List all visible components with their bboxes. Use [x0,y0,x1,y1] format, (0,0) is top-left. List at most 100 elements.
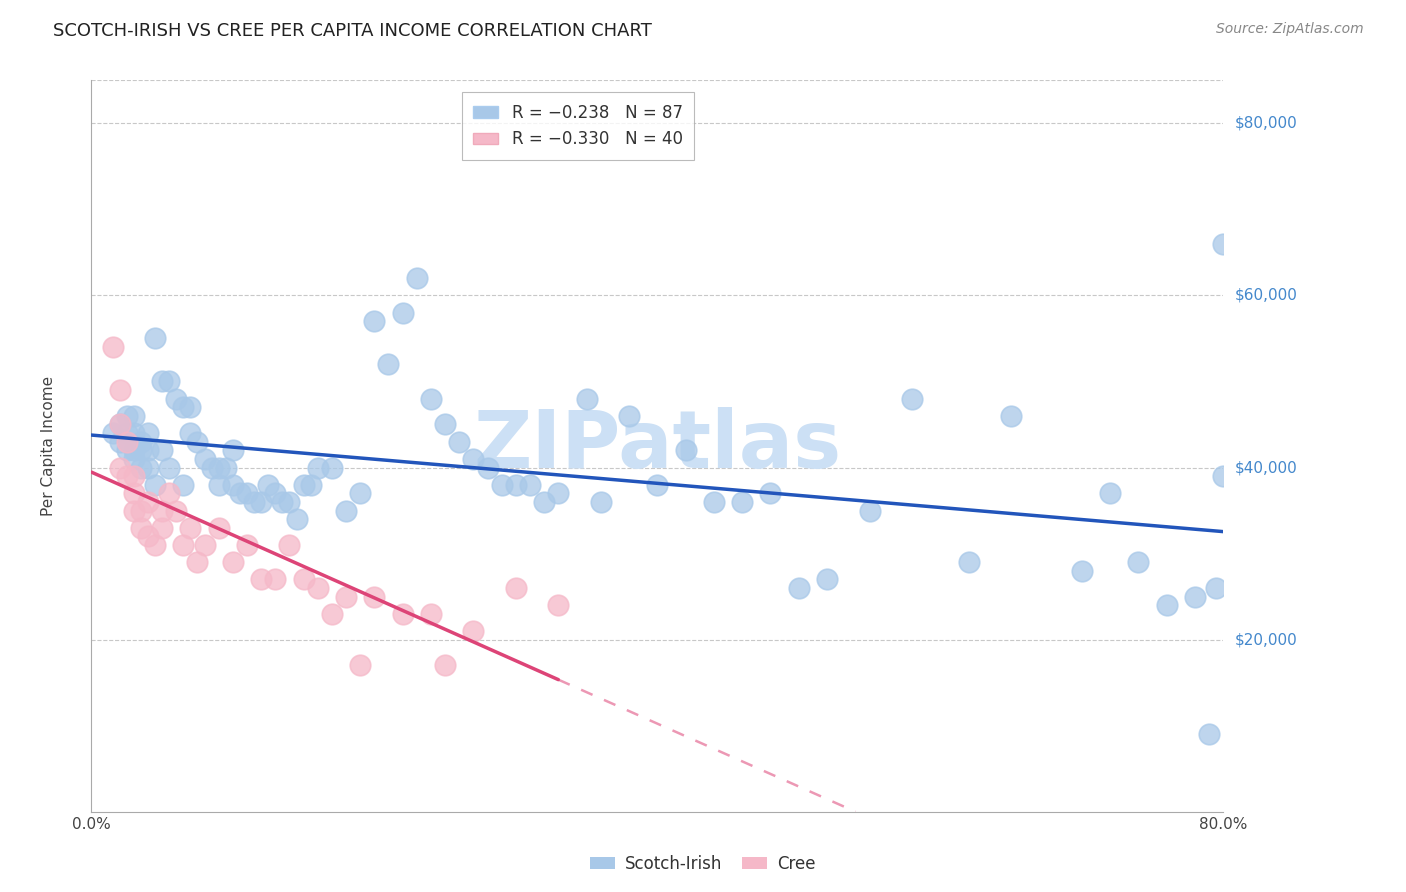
Point [292,477,315,491]
Point [222,443,245,458]
Point [122,409,145,423]
Legend: Scotch-Irish, Cree: Scotch-Irish, Cree [583,848,823,880]
Point [307,460,329,475]
Point [419,607,441,621]
Text: $60,000: $60,000 [1234,288,1298,303]
Point [787,581,810,595]
Point [321,607,343,621]
Point [349,486,371,500]
Point [172,401,194,415]
Text: $80,000: $80,000 [1234,116,1298,131]
Point [136,426,159,441]
Point [108,383,131,397]
Point [172,538,194,552]
Point [391,305,413,319]
Point [179,521,201,535]
Point [122,486,145,500]
Point [157,486,180,500]
Point [250,573,273,587]
Point [405,271,427,285]
Point [108,417,131,432]
Point [617,409,640,423]
Point [299,477,322,491]
Point [463,451,485,466]
Point [165,503,187,517]
Point [703,495,725,509]
Point [377,357,399,371]
Point [208,460,231,475]
Point [193,451,217,466]
Point [533,495,555,509]
Point [505,581,527,595]
Point [157,460,180,475]
Point [491,477,513,491]
Point [150,521,173,535]
Point [463,624,485,638]
Point [208,477,231,491]
Point [547,598,569,612]
Point [264,573,287,587]
Point [278,495,301,509]
Point [115,469,138,483]
Point [434,417,457,432]
Point [115,434,138,449]
Point [236,486,259,500]
Point [419,392,441,406]
Point [335,503,357,517]
Point [243,495,266,509]
Point [236,538,259,552]
Point [129,443,152,458]
Legend: R = −0.238   N = 87, R = −0.330   N = 40: R = −0.238 N = 87, R = −0.330 N = 40 [461,92,695,160]
Point [1205,581,1227,595]
Point [129,503,152,517]
Point [122,451,145,466]
Point [186,555,208,569]
Point [349,658,371,673]
Point [136,495,159,509]
Point [335,590,357,604]
Point [307,581,329,595]
Point [271,495,294,509]
Text: Source: ZipAtlas.com: Source: ZipAtlas.com [1216,22,1364,37]
Point [1098,486,1121,500]
Text: Per Capita Income: Per Capita Income [41,376,56,516]
Point [108,460,131,475]
Point [179,401,201,415]
Point [193,538,217,552]
Point [229,486,252,500]
Point [1070,564,1092,578]
Point [292,573,315,587]
Point [157,375,180,389]
Point [172,477,194,491]
Point [215,460,238,475]
Point [115,409,138,423]
Point [143,331,166,345]
Point [363,314,385,328]
Point [201,460,224,475]
Point [264,486,287,500]
Point [136,529,159,543]
Point [815,573,838,587]
Point [136,443,159,458]
Point [186,434,208,449]
Point [858,503,880,517]
Point [505,477,527,491]
Point [257,477,280,491]
Point [519,477,541,491]
Point [575,392,598,406]
Point [645,477,668,491]
Point [150,443,173,458]
Point [122,469,145,483]
Point [321,460,343,475]
Point [449,434,471,449]
Point [363,590,385,604]
Point [115,426,138,441]
Point [101,340,124,354]
Point [165,392,187,406]
Point [179,426,201,441]
Point [108,417,131,432]
Point [122,426,145,441]
Point [1156,598,1178,612]
Point [122,503,145,517]
Point [122,443,145,458]
